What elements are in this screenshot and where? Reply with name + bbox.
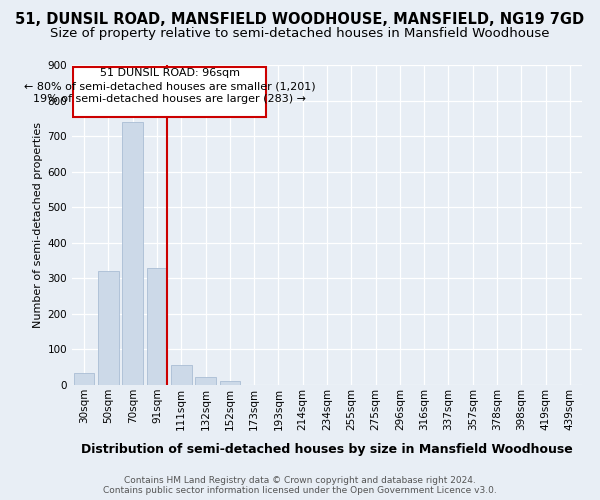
Bar (122, 122, 143, 385)
Text: 19% of semi-detached houses are larger (283) →: 19% of semi-detached houses are larger (… (33, 94, 306, 104)
Text: 51 DUNSIL ROAD: 96sqm: 51 DUNSIL ROAD: 96sqm (100, 68, 240, 78)
Text: Size of property relative to semi-detached houses in Mansfield Woodhouse: Size of property relative to semi-detach… (50, 28, 550, 40)
Bar (98, 271, 119, 385)
Text: ← 80% of semi-detached houses are smaller (1,201): ← 80% of semi-detached houses are smalle… (24, 82, 316, 92)
Text: Contains HM Land Registry data © Crown copyright and database right 2024.
Contai: Contains HM Land Registry data © Crown c… (103, 476, 497, 495)
Bar (220, 380, 240, 385)
Text: 51, DUNSIL ROAD, MANSFIELD WOODHOUSE, MANSFIELD, NG19 7GD: 51, DUNSIL ROAD, MANSFIELD WOODHOUSE, MA… (16, 12, 584, 28)
Y-axis label: Number of semi-detached properties: Number of semi-detached properties (34, 122, 43, 328)
Text: Distribution of semi-detached houses by size in Mansfield Woodhouse: Distribution of semi-detached houses by … (81, 442, 573, 456)
Bar (171, 365, 191, 385)
Bar (74, 372, 94, 385)
Bar (195, 377, 216, 385)
Bar (146, 268, 167, 385)
FancyBboxPatch shape (73, 67, 266, 116)
